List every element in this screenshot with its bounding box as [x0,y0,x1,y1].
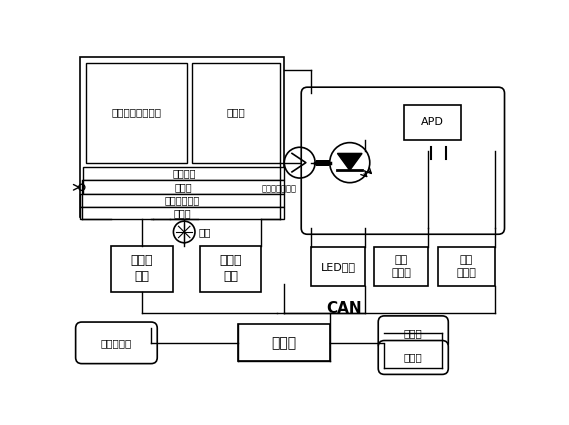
FancyBboxPatch shape [378,340,448,374]
Bar [80,194,284,207]
Text: 全封闭微流控芯片: 全封闭微流控芯片 [112,108,162,118]
Text: 光通道切换电机: 光通道切换电机 [261,184,296,193]
Text: LED驱动: LED驱动 [321,262,356,272]
Text: 温度控
制器: 温度控 制器 [131,255,153,283]
Bar [80,207,284,219]
Bar [86,62,187,163]
Bar [311,247,365,286]
FancyBboxPatch shape [378,316,448,350]
Text: 打印机: 打印机 [404,352,423,363]
Bar [403,105,461,139]
FancyBboxPatch shape [76,322,157,364]
Text: 芯片插槽: 芯片插槽 [172,168,196,178]
Text: 处理器: 处理器 [272,336,297,350]
Text: 触摸显示屏: 触摸显示屏 [101,338,132,348]
Bar [200,246,261,292]
Bar [192,62,281,163]
Bar [438,247,495,286]
Polygon shape [337,153,362,170]
Text: 风扇: 风扇 [198,227,211,237]
FancyBboxPatch shape [301,87,505,234]
Text: CAN: CAN [327,301,362,317]
Text: 驱动
控制器: 驱动 控制器 [456,255,476,278]
Text: 扫码器: 扫码器 [404,328,423,338]
Bar [111,246,172,292]
Text: 加热控
制器: 加热控 制器 [219,255,242,283]
Text: 加热片: 加热片 [227,108,246,118]
Bar [83,167,284,180]
Bar [238,324,331,361]
Text: 散热器: 散热器 [174,208,191,218]
Bar [374,247,428,286]
Text: 传热座: 传热座 [175,182,193,192]
Text: 半导体制冷片: 半导体制冷片 [164,196,200,205]
Bar [316,159,329,166]
Bar [80,57,284,217]
Text: 荧光
检测器: 荧光 检测器 [391,255,411,278]
Text: APD: APD [421,117,444,127]
Bar [83,180,284,194]
